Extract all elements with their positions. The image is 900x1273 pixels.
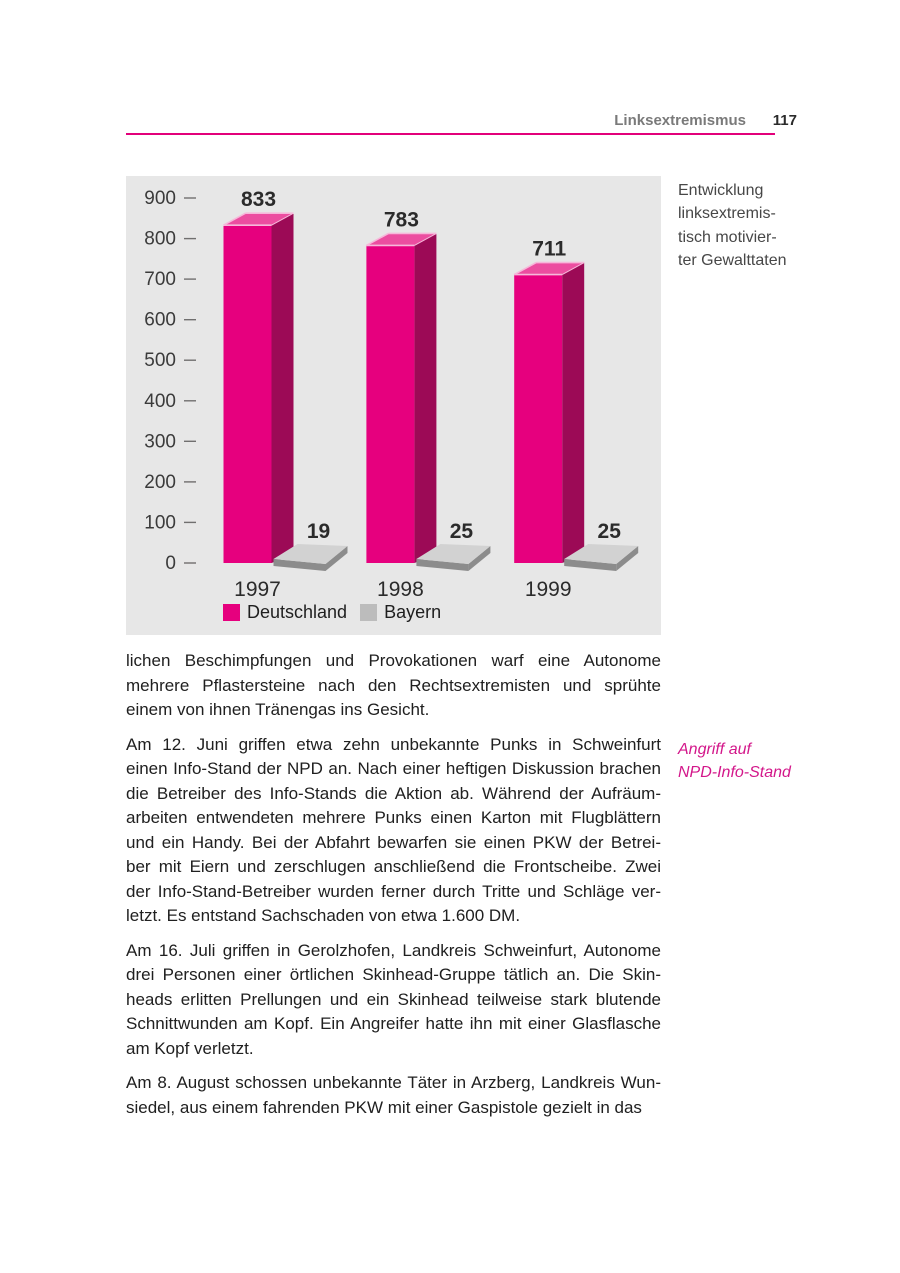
svg-text:100: 100 [144, 512, 176, 533]
svg-text:1997: 1997 [234, 578, 281, 601]
svg-text:25: 25 [598, 520, 622, 543]
svg-text:500: 500 [144, 350, 176, 371]
svg-text:300: 300 [144, 431, 176, 452]
svg-text:600: 600 [144, 310, 176, 331]
svg-text:25: 25 [450, 520, 474, 543]
svg-text:800: 800 [144, 229, 176, 250]
svg-text:700: 700 [144, 269, 176, 290]
svg-text:0: 0 [165, 553, 176, 574]
svg-text:200: 200 [144, 472, 176, 493]
svg-text:19: 19 [307, 520, 330, 543]
svg-text:833: 833 [241, 188, 276, 211]
svg-text:1999: 1999 [525, 578, 572, 601]
svg-text:1998: 1998 [377, 578, 424, 601]
svg-text:400: 400 [144, 391, 176, 412]
svg-text:900: 900 [144, 188, 176, 209]
svg-text:711: 711 [532, 238, 566, 261]
svg-text:783: 783 [384, 208, 419, 231]
